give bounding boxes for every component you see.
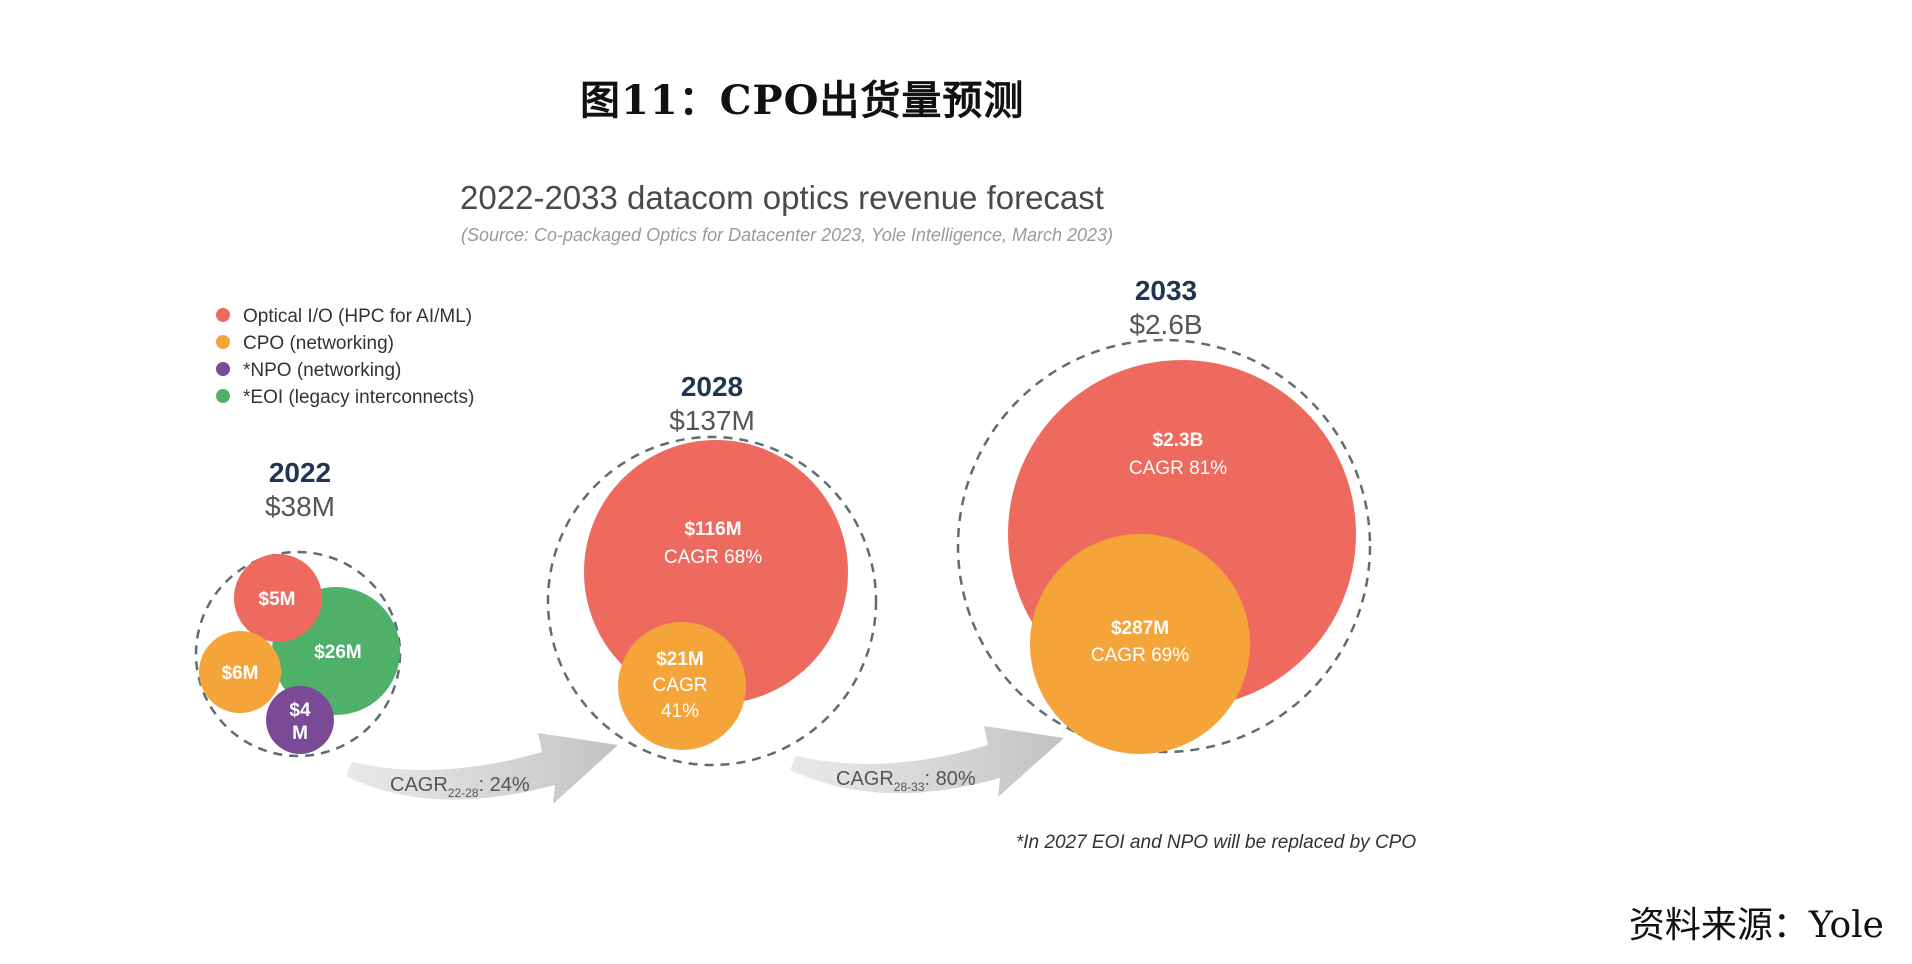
group-2028: 2028 $137M $116M CAGR 68% $21M CAGR 41% <box>546 371 878 767</box>
legend-label: CPO (networking) <box>243 333 394 354</box>
legend-item: CPO (networking) <box>216 333 394 354</box>
legend-item: *EOI (legacy interconnects) <box>216 387 474 408</box>
legend: Optical I/O (HPC for AI/ML) CPO (network… <box>216 306 474 408</box>
bubble-label: $4 <box>289 700 311 721</box>
chart-footnote: *In 2027 EOI and NPO will be replaced by… <box>1016 832 1416 853</box>
bubble-optical-io-2022 <box>234 554 322 642</box>
arrow-label-sub: 22-28 <box>448 786 479 800</box>
legend-item: Optical I/O (HPC for AI/ML) <box>216 306 472 327</box>
group-2022: 2022 $38M $26M $5M $6M $4 M <box>194 457 402 758</box>
arrow-label: CAGR28-33: 80% <box>836 768 976 794</box>
arrow-shape <box>346 733 618 804</box>
group-year: 2028 <box>681 371 743 402</box>
legend-swatch-optical-io <box>216 308 230 322</box>
bubble-label: $26M <box>314 642 362 663</box>
arrow-shape <box>790 726 1064 797</box>
legend-item: *NPO (networking) <box>216 360 401 381</box>
arrow-label-main: CAGR <box>390 774 448 796</box>
group-total: $38M <box>265 491 335 522</box>
arrow-label-sub: 28-33 <box>894 780 925 794</box>
group-2033: 2033 $2.6B $2.3B CAGR 81% $287M CAGR 69% <box>956 275 1372 754</box>
group-outline <box>194 550 402 758</box>
arrow-label-value: : 24% <box>479 774 530 796</box>
arrow-label: CAGR22-28: 24% <box>390 774 530 800</box>
group-total: $137M <box>669 405 755 436</box>
legend-label: *NPO (networking) <box>243 360 401 381</box>
growth-arrow-2028-2033: CAGR28-33: 80% <box>790 726 1064 797</box>
group-year: 2033 <box>1135 275 1197 306</box>
arrow-label-main: CAGR <box>836 768 894 790</box>
bubble-label: $116M <box>684 519 741 540</box>
bubble-label: $2.3B <box>1153 430 1204 451</box>
group-total: $2.6B <box>1129 309 1202 340</box>
legend-swatch-cpo <box>216 335 230 349</box>
chart-title: 2022-2033 datacom optics revenue forecas… <box>460 179 1104 216</box>
bubble-label-line2: CAGR 68% <box>664 547 762 568</box>
bubble-label-line2: CAGR <box>653 675 708 696</box>
bubble-label-line2: M <box>292 723 308 744</box>
chart-subtitle: (Source: Co-packaged Optics for Datacent… <box>461 225 1113 245</box>
group-outline <box>546 435 878 767</box>
bubble-cpo-2028 <box>618 622 746 750</box>
bubble-cpo-2033 <box>1030 534 1250 754</box>
bubble-label-line2: CAGR 81% <box>1129 458 1227 479</box>
source-note: 资料来源：Yole <box>1628 905 1884 946</box>
bubble-label: $21M <box>656 649 704 670</box>
growth-arrow-2022-2028: CAGR22-28: 24% <box>346 733 618 804</box>
bubble-label: $5M <box>259 589 296 610</box>
bubble-label-line2: CAGR 69% <box>1091 645 1189 666</box>
legend-swatch-npo <box>216 362 230 376</box>
group-year: 2022 <box>269 457 331 488</box>
bubble-npo-2022 <box>266 686 334 754</box>
legend-label: Optical I/O (HPC for AI/ML) <box>243 306 472 327</box>
bubble-label-line3: 41% <box>661 701 699 722</box>
bubble-cpo-2022 <box>199 631 281 713</box>
bubble-label: $287M <box>1111 618 1169 639</box>
legend-label: *EOI (legacy interconnects) <box>243 387 474 408</box>
legend-swatch-eoi <box>216 389 230 403</box>
bubble-label: $6M <box>222 663 259 684</box>
arrow-label-value: : 80% <box>925 768 976 790</box>
group-outline <box>956 338 1372 754</box>
figure-title: 图11：CPO出货量预测 <box>580 77 1025 124</box>
